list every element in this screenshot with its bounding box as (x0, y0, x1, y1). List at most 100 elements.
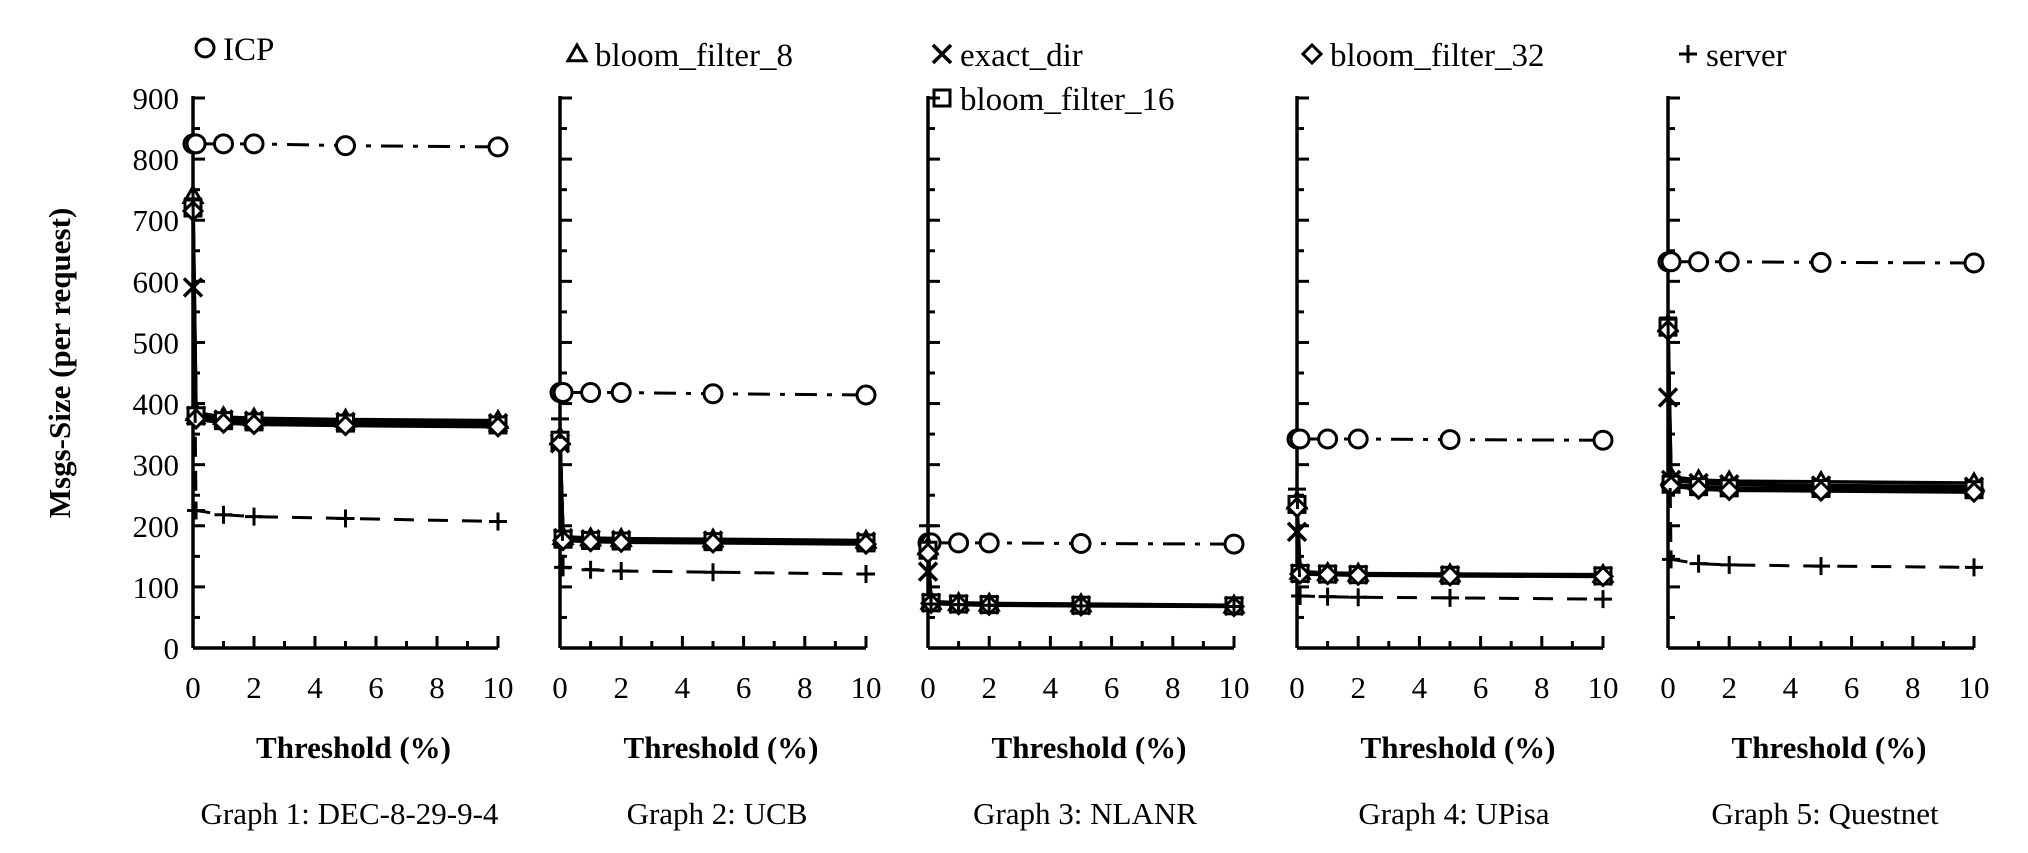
graph-caption: Graph 1: DEC-8-29-9-4 (201, 796, 499, 831)
axes: 0 2 4 6 8 10 (1289, 96, 1619, 705)
x-tick-label: 2 (1721, 670, 1737, 705)
triangle-icon (565, 41, 589, 63)
x-tick-label: 6 (736, 670, 752, 705)
data-point (1812, 557, 1830, 576)
data-point (1689, 554, 1708, 573)
y-tick-label: 600 (133, 264, 180, 299)
data-point (334, 414, 357, 437)
x-tick-label: 4 (675, 670, 691, 705)
data-point (922, 595, 941, 613)
data-point (610, 531, 633, 554)
y-tick-label: 200 (133, 509, 180, 544)
series-line (1295, 489, 1604, 601)
data-point (580, 382, 602, 404)
data-point (1289, 428, 1311, 450)
data-point (185, 133, 207, 155)
data-point (486, 415, 510, 438)
series-line (558, 418, 867, 576)
axes: 0 2 4 6 8 10 (1660, 96, 1990, 705)
x-tick-label: 8 (429, 670, 445, 705)
series-line (1666, 330, 1975, 494)
x-axis-label: Threshold (%) (1361, 730, 1556, 765)
data-point (1662, 550, 1681, 569)
y-tick-label: 100 (133, 570, 180, 605)
x-tick-label: 10 (483, 670, 514, 705)
data-point (487, 136, 509, 158)
data-point (1962, 481, 1986, 504)
legend-label: bloom_filter_32 (1330, 38, 1544, 74)
data-point (949, 595, 968, 614)
data-point (554, 558, 573, 577)
graph-caption: Graph 4: UPisa (1358, 796, 1549, 831)
x-tick-label: 8 (1534, 670, 1550, 705)
legend-label: bloom_filter_16 (960, 82, 1174, 118)
series-ICP (1657, 251, 1985, 274)
data-point (1347, 428, 1369, 450)
data-point (214, 505, 233, 524)
x-axis-label: Threshold (%) (1732, 730, 1927, 765)
data-point (980, 596, 999, 615)
legend-item-ICP: ICP (194, 32, 274, 68)
x-tick-label: 10 (1588, 670, 1619, 705)
x-tick-label: 0 (1289, 670, 1305, 705)
data-point (1965, 558, 1983, 577)
data-point (551, 409, 569, 428)
legend-label: bloom_filter_8 (595, 38, 793, 74)
series-server (919, 516, 1243, 616)
data-point (335, 135, 356, 157)
x-axis-label: Threshold (%) (256, 730, 451, 765)
graph-caption: Graph 5: Questnet (1711, 796, 1939, 831)
data-point (1318, 587, 1337, 606)
graph-caption: Graph 2: UCB (627, 796, 808, 831)
data-point (612, 562, 631, 580)
data-point (1963, 252, 1985, 274)
data-point (336, 509, 355, 528)
x-tick-label: 0 (185, 670, 201, 705)
data-point (1591, 565, 1615, 588)
data-point (1316, 563, 1339, 586)
data-point (919, 516, 937, 535)
data-point (581, 560, 600, 579)
series-line (558, 437, 867, 543)
series-line (191, 287, 499, 425)
x-tick-label: 4 (1412, 670, 1428, 705)
plus-icon (1679, 45, 1697, 63)
series-server (1288, 480, 1612, 609)
data-point (1347, 564, 1370, 587)
x-tick-label: 6 (368, 670, 384, 705)
data-point (701, 531, 725, 555)
series-bloom-filter-16 (183, 198, 508, 435)
y-tick-label: 400 (133, 387, 180, 422)
data-point (1317, 428, 1339, 450)
x-tick-label: 8 (797, 670, 813, 705)
data-point (1291, 587, 1310, 606)
data-point (579, 530, 602, 553)
y-tick-label: 800 (133, 142, 180, 177)
y-tick-label: 500 (133, 325, 180, 360)
series-bloom-filter-8 (1656, 312, 1986, 492)
x-tick-label: 0 (1660, 670, 1676, 705)
series-bloom-filter-32 (181, 199, 510, 438)
series-line (926, 525, 1235, 608)
series-ICP (1286, 428, 1614, 451)
data-point (245, 507, 263, 526)
panel-4: 0 2 4 6 8 10 Threshold (%) Graph 4: UPisa (1285, 96, 1619, 831)
data-point (1223, 533, 1245, 555)
series-line (191, 198, 499, 523)
data-point (978, 532, 1000, 554)
y-tick-label: 300 (133, 448, 180, 483)
x-axis-label: Threshold (%) (624, 730, 819, 765)
data-point (948, 532, 970, 554)
data-point (1687, 477, 1710, 501)
data-point (242, 413, 266, 436)
data-point (548, 432, 572, 455)
data-point (1438, 564, 1462, 588)
data-point (489, 512, 507, 531)
series-ICP (917, 532, 1245, 555)
data-point (1594, 590, 1612, 609)
x-tick-label: 2 (981, 670, 997, 705)
x-icon (931, 43, 953, 65)
data-point (1225, 597, 1243, 616)
data-point (855, 384, 877, 406)
